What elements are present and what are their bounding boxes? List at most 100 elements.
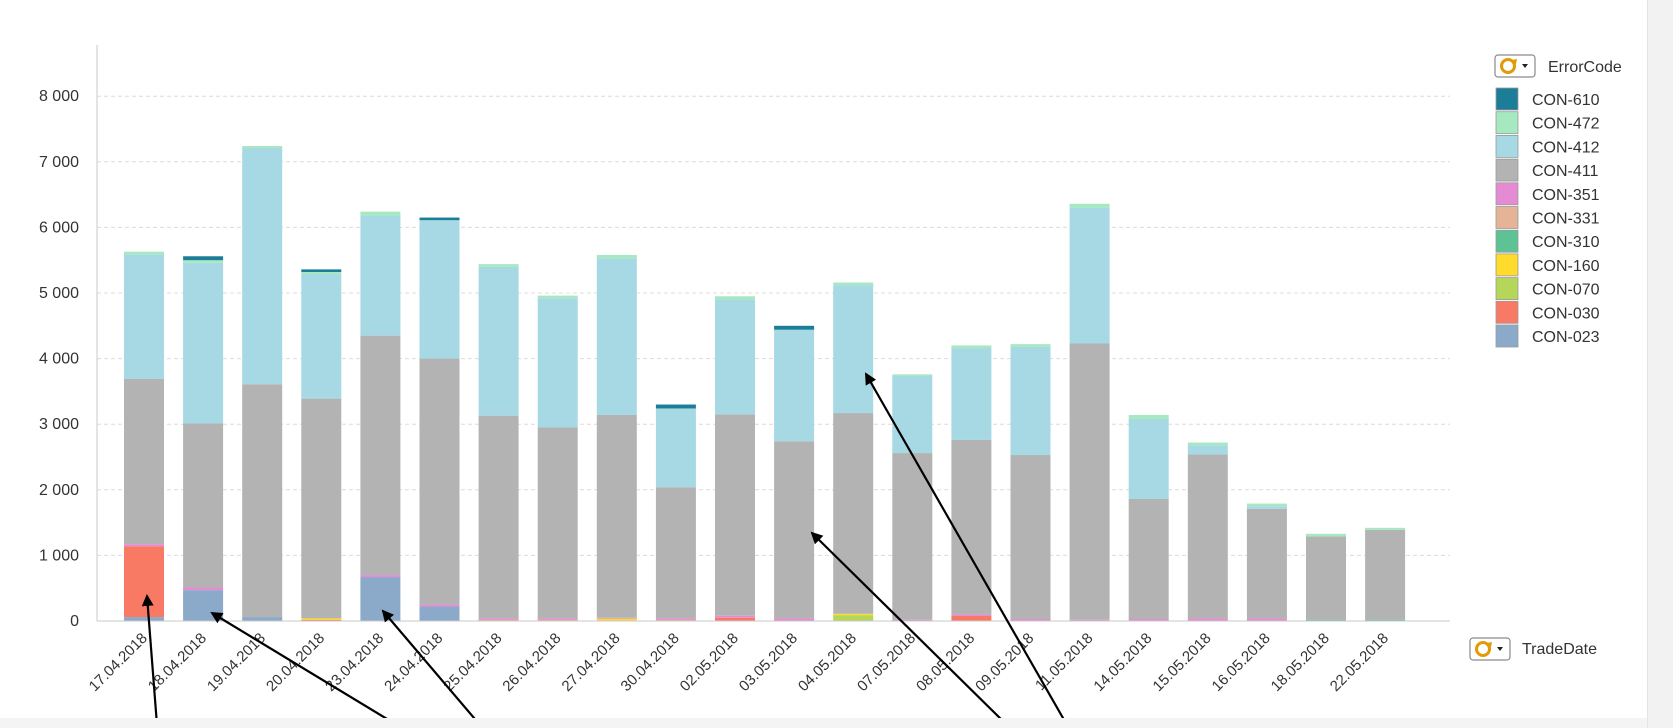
bar-segment-con-411[interactable] [715, 414, 755, 616]
legend-item[interactable]: CON-331 [1495, 206, 1600, 229]
bar-segment-con-351[interactable] [360, 575, 401, 578]
legend-item[interactable]: CON-411 [1495, 158, 1598, 182]
bar-segment-con-411[interactable] [655, 487, 696, 619]
bar-segment-con-472[interactable] [1128, 415, 1169, 419]
bar-segment-con-412[interactable] [833, 285, 874, 414]
bar-segment-con-411[interactable] [1069, 343, 1110, 620]
bar-segment-con-411[interactable] [1246, 508, 1287, 619]
bar-segment-con-351[interactable] [1187, 618, 1228, 621]
bar-segment-con-160[interactable] [301, 618, 342, 620]
bar-segment-con-310[interactable] [1306, 619, 1346, 622]
bar-segment-con-472[interactable] [833, 282, 874, 286]
bar-segment-con-411[interactable] [1306, 536, 1346, 620]
bar-segment-con-411[interactable] [537, 427, 578, 619]
legend-item[interactable]: CON-412 [1495, 134, 1600, 158]
bar-segment-con-023[interactable] [242, 617, 283, 621]
bar-segment-con-412[interactable] [301, 273, 342, 399]
bar-segment-con-331[interactable] [537, 619, 578, 622]
bar-segment-con-411[interactable] [360, 335, 401, 576]
bar-segment-con-412[interactable] [478, 266, 519, 416]
bar-segment-con-412[interactable] [715, 299, 755, 415]
legend-item[interactable]: CON-310 [1495, 229, 1600, 253]
bar-segment-con-351[interactable] [183, 587, 224, 591]
legend-item[interactable]: CON-351 [1495, 182, 1600, 206]
bar-segment-con-411[interactable] [951, 439, 992, 615]
bar-segment-con-351[interactable] [124, 544, 164, 547]
bar-segment-con-472[interactable] [537, 295, 578, 299]
legend-item[interactable]: CON-030 [1495, 300, 1600, 324]
bar-segment-con-472[interactable] [715, 296, 755, 300]
bar-segment-con-351[interactable] [537, 618, 578, 620]
bar-segment-con-351[interactable] [419, 604, 460, 607]
bar-segment-con-412[interactable] [1246, 506, 1287, 509]
bar-segment-con-472[interactable] [301, 272, 342, 274]
bar-segment-con-610[interactable] [774, 325, 815, 330]
bar-segment-con-412[interactable] [360, 215, 401, 336]
bar-segment-con-610[interactable] [419, 217, 460, 221]
bar-segment-con-412[interactable] [596, 258, 637, 416]
bar-segment-con-610[interactable] [301, 269, 342, 273]
bar-segment-con-331[interactable] [478, 619, 519, 622]
bar-segment-con-472[interactable] [1306, 533, 1346, 537]
bar-segment-con-472[interactable] [1069, 203, 1110, 208]
bar-segment-con-351[interactable] [655, 618, 696, 620]
bar-segment-con-412[interactable] [774, 329, 815, 442]
bar-segment-con-412[interactable] [242, 148, 283, 385]
bar-segment-con-351[interactable] [1010, 619, 1051, 621]
bar-segment-con-070[interactable] [833, 615, 874, 621]
axis-cycle-icon[interactable] [1469, 637, 1511, 661]
bar-segment-con-023[interactable] [419, 606, 460, 621]
bar-segment-con-310[interactable] [1365, 619, 1406, 622]
bar-segment-con-472[interactable] [1246, 503, 1287, 507]
bar-segment-con-412[interactable] [655, 408, 696, 488]
bar-segment-con-472[interactable] [892, 374, 933, 376]
bar-segment-con-472[interactable] [124, 251, 164, 255]
legend-item[interactable]: CON-023 [1495, 324, 1600, 348]
bar-segment-con-412[interactable] [1187, 445, 1228, 455]
bar-segment-con-412[interactable] [537, 298, 578, 428]
bar-segment-con-472[interactable] [1010, 344, 1051, 347]
bar-segment-con-411[interactable] [301, 398, 342, 619]
bar-segment-con-472[interactable] [360, 211, 401, 216]
bar-segment-con-411[interactable] [1010, 455, 1051, 620]
bar-segment-con-030[interactable] [124, 546, 164, 618]
legend-cycle-icon[interactable] [1494, 54, 1536, 78]
bar-segment-con-030[interactable] [951, 615, 992, 621]
bar-segment-con-331[interactable] [596, 617, 637, 620]
bar-segment-con-160[interactable] [596, 619, 637, 621]
bar-segment-con-411[interactable] [833, 413, 874, 614]
bar-segment-con-411[interactable] [419, 358, 460, 605]
bar-segment-con-351[interactable] [774, 618, 815, 621]
bar-segment-con-412[interactable] [419, 220, 460, 359]
bar-segment-con-412[interactable] [1069, 207, 1110, 344]
bar-segment-con-411[interactable] [892, 453, 933, 620]
legend-item[interactable]: CON-160 [1495, 253, 1600, 277]
bar-segment-con-472[interactable] [951, 345, 992, 349]
bar-segment-con-472[interactable] [242, 146, 283, 149]
vertical-scrollbar[interactable] [1647, 0, 1673, 728]
legend-item[interactable]: CON-472 [1495, 111, 1600, 135]
bar-segment-con-411[interactable] [596, 415, 637, 618]
bar-segment-con-472[interactable] [596, 254, 637, 259]
legend-item[interactable]: CON-070 [1495, 277, 1600, 301]
bar-segment-con-351[interactable] [1128, 619, 1169, 621]
bar-segment-con-610[interactable] [183, 256, 224, 261]
bar-segment-con-412[interactable] [1010, 346, 1051, 456]
bar-segment-con-411[interactable] [124, 378, 164, 545]
legend-item[interactable]: CON-610 [1495, 87, 1600, 111]
bar-segment-con-351[interactable] [1246, 618, 1287, 621]
bar-segment-con-411[interactable] [774, 441, 815, 619]
bar-segment-con-472[interactable] [478, 264, 519, 267]
bar-segment-con-160[interactable] [833, 613, 874, 616]
bar-segment-con-412[interactable] [1128, 418, 1169, 499]
bar-segment-con-411[interactable] [1365, 529, 1406, 620]
bar-segment-con-351[interactable] [715, 615, 755, 618]
bar-segment-con-023[interactable] [360, 577, 401, 621]
bar-segment-con-411[interactable] [478, 415, 519, 619]
bar-segment-con-472[interactable] [1365, 527, 1406, 530]
bar-segment-con-351[interactable] [478, 618, 519, 620]
bar-segment-con-411[interactable] [242, 384, 283, 618]
bar-segment-con-412[interactable] [951, 348, 992, 440]
bar-segment-con-411[interactable] [183, 423, 224, 588]
bar-segment-con-472[interactable] [1187, 442, 1228, 446]
